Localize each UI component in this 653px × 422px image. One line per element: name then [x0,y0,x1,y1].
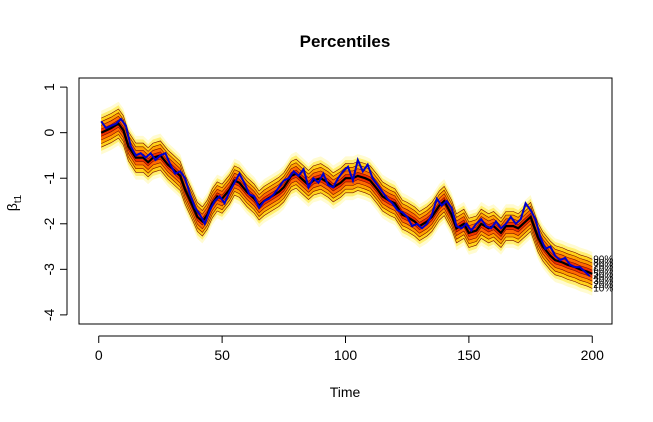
percentile-label: 90% [593,254,613,265]
percentile-label: 70% [593,262,613,273]
percentile-band [101,101,593,296]
percentile-band [101,112,593,285]
percentile-line [101,119,593,271]
x-tick-label: 100 [334,347,358,363]
y-tick-label: -2 [41,217,57,230]
plot-frame [78,77,613,325]
y-tick-label: -3 [41,263,57,276]
percentile-line [101,130,593,282]
x-axis-label: Time [330,384,361,400]
percentile-label: 80% [593,258,613,269]
x-tick-label: 0 [95,347,103,363]
median-line [100,122,593,275]
percentile-labels: 90%80%70%60%50%40%30%20%10% [593,254,613,294]
percentile-line [101,108,593,260]
x-tick-label: 50 [214,347,230,363]
percentile-label: 50% [593,269,613,280]
x-axis: 0 50 100 150 200 [95,335,605,363]
x-tick-label: 200 [581,347,605,363]
percentile-line [101,137,593,289]
y-tick-label: -1 [41,172,57,185]
y-tick-label: 0 [41,129,57,137]
percentile-label: 30% [593,276,613,287]
x-tick-label: 150 [457,347,481,363]
percentile-label: 10% [593,283,613,294]
y-tick-label: 1 [41,83,57,91]
percentile-label: 20% [593,280,613,291]
chart-title: Percentiles [300,32,391,51]
y-axis-label-main: β [4,203,20,211]
percentile-line [101,134,593,286]
percentile-line [101,126,593,278]
percentile-lines [101,108,593,289]
percentile-label: 40% [593,273,613,284]
percentile-bands [101,101,593,296]
y-axis: -4 -3 -2 -1 0 1 [41,83,68,321]
y-axis-label-sub: t1 [13,194,24,203]
y-tick-label: -4 [41,308,57,321]
true-series-line [100,117,591,277]
y-axis-label: βt1 [4,194,24,211]
percentile-label: 60% [593,265,613,276]
